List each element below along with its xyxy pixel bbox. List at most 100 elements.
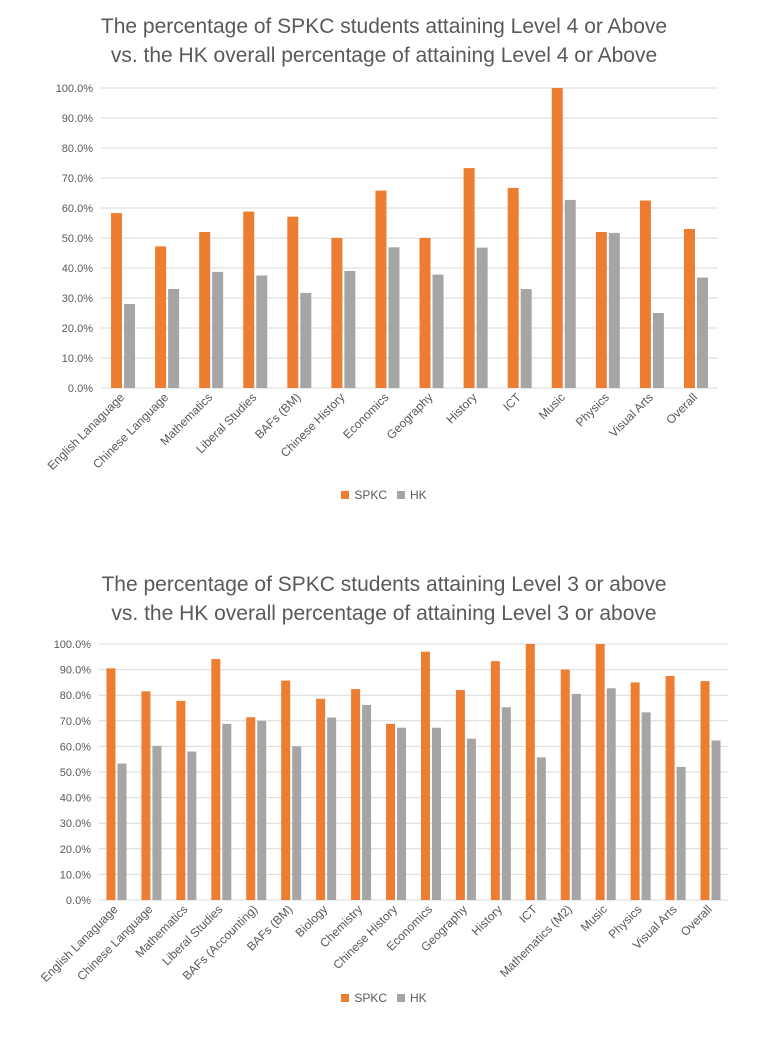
legend-swatch-hk <box>397 491 405 499</box>
bar-spkc <box>700 681 710 900</box>
bar-spkc <box>490 661 500 900</box>
legend-label-spkc: SPKC <box>354 488 387 502</box>
bar-spkc <box>630 682 640 900</box>
bar-spkc <box>386 723 396 900</box>
legend-item-spkc: SPKC <box>341 488 387 502</box>
legend-item-hk: HK <box>397 488 427 502</box>
bar-spkc <box>199 232 211 388</box>
y-tick-label: 40.0% <box>60 793 91 805</box>
chart-plot-area: 0.0% 10.0% 20.0% 30.0% 40.0% 50.0% 60.0% 70.0% 8… <box>45 83 718 473</box>
legend-label-hk: HK <box>410 488 427 502</box>
bar-hk <box>222 723 232 900</box>
legend-swatch-spkc <box>341 491 350 499</box>
y-tick-label: 80.0% <box>60 690 91 702</box>
chart-title-line-1: The percentage of SPKC students attainin… <box>101 573 667 596</box>
bar-hk <box>362 704 372 900</box>
bar-spkc <box>420 651 430 900</box>
legend-label-hk: HK <box>410 991 427 1005</box>
bar-spkc <box>331 238 343 388</box>
chart-title-line-2: vs. the HK overall percentage of attaini… <box>110 44 658 67</box>
bar-spkc <box>375 190 387 388</box>
y-tick-label: 80.0% <box>62 143 93 155</box>
bar-hk <box>327 717 337 900</box>
bar-spkc <box>665 676 675 900</box>
bar-spkc <box>111 213 123 388</box>
bar-hk <box>300 292 312 388</box>
chart-plot-area: 0.0% 10.0% 20.0% 30.0% 40.0% 50.0% 60.0% 70.0% 8… <box>38 639 728 985</box>
x-category-label: Physics <box>573 390 612 429</box>
bar-hk <box>117 763 127 900</box>
bar-spkc <box>595 644 605 900</box>
bar-spkc <box>211 659 221 900</box>
bar-hk <box>476 247 488 388</box>
legend-swatch-hk <box>397 994 405 1002</box>
bar-spkc <box>243 211 255 388</box>
y-tick-label: 30.0% <box>62 293 93 305</box>
y-tick-label: 90.0% <box>60 665 91 677</box>
bar-hk <box>571 693 581 900</box>
bar-spkc <box>281 680 291 900</box>
x-category-label: Music <box>578 902 610 934</box>
y-tick-label: 50.0% <box>62 233 93 245</box>
y-tick-label: 70.0% <box>62 173 93 185</box>
bar-hk <box>168 289 180 388</box>
y-tick-label: 100.0% <box>54 639 92 651</box>
bar-hk <box>432 274 444 388</box>
bar-spkc <box>419 238 431 388</box>
y-tick-label: 0.0% <box>68 383 93 395</box>
y-tick-label: 10.0% <box>62 353 93 365</box>
bar-hk <box>606 688 616 900</box>
y-tick-label: 0.0% <box>66 895 91 907</box>
x-category-label: ICT <box>500 390 524 414</box>
chart-level3: The percentage of SPKC students attainin… <box>0 560 768 1030</box>
bar-hk <box>520 289 532 388</box>
bar-spkc <box>525 644 535 900</box>
chart-title: The percentage of SPKC students attainin… <box>0 12 768 70</box>
bar-hk <box>536 757 546 900</box>
bar-hk <box>187 751 197 900</box>
bar-spkc <box>287 216 299 388</box>
chart-title-line-2: vs. the HK overall percentage of attaini… <box>111 602 657 625</box>
x-category-label: Visual Arts <box>606 390 656 440</box>
y-tick-label: 90.0% <box>62 113 93 125</box>
bar-hk <box>124 304 136 388</box>
bar-hk <box>608 232 620 388</box>
bar-spkc <box>106 668 116 900</box>
bar-hk <box>564 199 576 388</box>
chart-legend: SPKC HK <box>0 991 768 1005</box>
legend-item-spkc: SPKC <box>341 991 387 1005</box>
bar-spkc <box>463 168 475 388</box>
legend-item-hk: HK <box>397 991 427 1005</box>
bar-spkc <box>316 698 326 900</box>
x-category-label: Geography <box>384 390 436 442</box>
y-tick-label: 60.0% <box>62 203 93 215</box>
bar-hk <box>212 271 224 388</box>
bar-spkc <box>507 187 519 388</box>
bar-hk <box>256 275 268 388</box>
bar-hk <box>676 766 686 900</box>
bar-spkc <box>155 246 167 388</box>
y-tick-label: 50.0% <box>60 767 91 779</box>
x-category-label: History <box>469 902 505 938</box>
bar-spkc <box>141 691 151 900</box>
x-category-label: History <box>443 390 479 426</box>
bar-spkc <box>639 200 651 388</box>
bar-spkc <box>595 232 607 388</box>
x-category-label: Economics <box>340 390 391 441</box>
bar-hk <box>652 313 664 388</box>
bar-spkc <box>351 689 361 900</box>
bar-hk <box>641 712 651 900</box>
chart-title: The percentage of SPKC students attainin… <box>0 570 768 628</box>
bar-hk <box>397 727 407 900</box>
x-category-label: Chinese Language <box>90 390 171 471</box>
chart-level4: The percentage of SPKC students attainin… <box>0 12 768 502</box>
bar-spkc <box>683 229 695 388</box>
x-category-label: English Lanaguage <box>45 390 128 473</box>
chart-legend: SPKC HK <box>0 488 768 502</box>
bar-hk <box>344 271 356 388</box>
y-tick-label: 20.0% <box>60 844 91 856</box>
bar-spkc <box>455 690 465 900</box>
y-tick-label: 70.0% <box>60 716 91 728</box>
chart-title-line-1: The percentage of SPKC students attainin… <box>100 15 668 38</box>
bar-spkc <box>551 88 563 388</box>
